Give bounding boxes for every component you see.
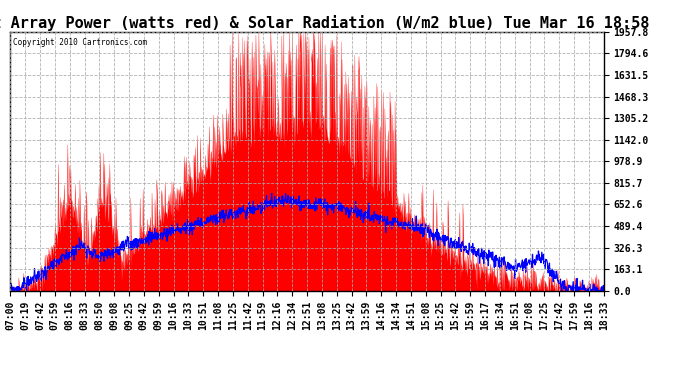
Text: Copyright 2010 Cartronics.com: Copyright 2010 Cartronics.com <box>13 38 148 47</box>
Title: East Array Power (watts red) & Solar Radiation (W/m2 blue) Tue Mar 16 18:58: East Array Power (watts red) & Solar Rad… <box>0 15 649 31</box>
